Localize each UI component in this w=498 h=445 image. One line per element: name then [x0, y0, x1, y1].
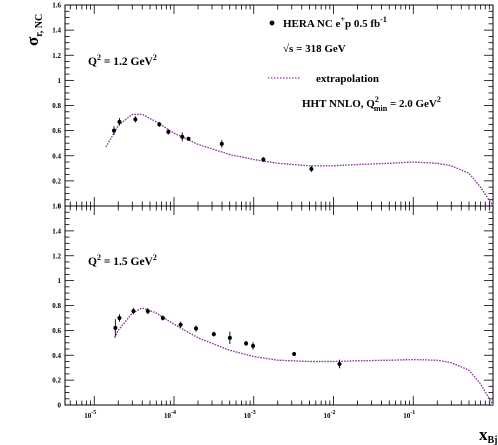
data-point: [117, 119, 122, 124]
bottom-panel-frame: [64, 205, 494, 406]
y-tick-label: 0.2: [52, 177, 61, 185]
data-point: [131, 309, 136, 314]
legend-extrapolation-label: extrapolation: [316, 73, 379, 85]
y-tick-label: 1.2: [52, 252, 61, 260]
data-point: [251, 343, 256, 348]
data-point: [145, 309, 150, 314]
data-point: [186, 136, 191, 141]
x-axis-label: xBj: [479, 425, 498, 445]
curve-hht-nnlo: [105, 113, 494, 207]
bottom-q2-annotation: Q2 = 1.5 GeV2: [88, 253, 157, 268]
y-tick-label: 0.8: [52, 302, 61, 310]
data-point: [166, 129, 171, 134]
top-series: [105, 113, 494, 207]
x-tick-label: 10-4: [164, 410, 176, 420]
bottom-panel: 0 0.2 0.4 0.6 0.8 1 1.2 1.4 1.6 10-5 10-4 10-3 10-2…: [52, 203, 494, 420]
data-point: [180, 134, 185, 139]
y-tick-label: 0.2: [52, 377, 61, 385]
y-tick-label: 0: [58, 402, 62, 410]
y-tick-label: 0.8: [52, 102, 61, 110]
data-point: [112, 128, 117, 133]
x-tick-label: 10-2: [323, 410, 335, 420]
curve-extrapolation: [114, 307, 494, 406]
data-point: [194, 326, 199, 331]
curve-extrapolation: [105, 113, 494, 207]
data-point: [211, 332, 216, 337]
y-tick-label: 1.2: [52, 52, 61, 60]
y-axis-label: σr, NC: [23, 14, 45, 46]
data-point: [227, 335, 232, 340]
curve-hht-nnlo: [114, 307, 494, 406]
data-point: [157, 122, 162, 127]
y-tick-label: 1: [58, 77, 62, 85]
y-tick-label: 1.6: [52, 2, 61, 10]
legend-marker: [269, 20, 275, 26]
data-point: [309, 166, 314, 171]
data-point: [261, 157, 266, 162]
bottom-series: [113, 307, 494, 406]
top-y-ticks: [65, 4, 493, 207]
data-point: [178, 322, 183, 327]
bottom-x-tick-labels: 10-5 10-4 10-3 10-2 10-1: [84, 410, 415, 420]
y-tick-label: 0.6: [52, 327, 61, 335]
y-tick-label: 1.6: [52, 203, 61, 211]
data-point: [244, 341, 249, 346]
data-point: [337, 361, 342, 366]
data-point: [160, 315, 165, 320]
y-tick-label: 1.4: [52, 227, 61, 235]
y-tick-label: 0: [58, 203, 62, 211]
data-point: [292, 352, 297, 357]
y-tick-label: 1.4: [52, 27, 61, 35]
y-tick-label: 1: [58, 277, 62, 285]
legend-data-label: HERA NC e+p 0.5 fb-1: [283, 15, 387, 30]
y-tick-label: 0.6: [52, 127, 61, 135]
top-x-ticks: [69, 5, 494, 206]
y-tick-label: 0.4: [52, 152, 61, 160]
top-y-tick-labels: 0 0.2 0.4 0.6 0.8 1 1.2 1.4 1.6: [52, 2, 61, 211]
top-panel: 0 0.2 0.4 0.6 0.8 1 1.2 1.4 1.6 Q2 = 1.2 GeV2 HE…: [52, 2, 494, 211]
data-point: [117, 315, 122, 320]
bottom-y-ticks: [65, 205, 493, 406]
top-q2-annotation: Q2 = 1.2 GeV2: [88, 53, 157, 68]
data-point: [133, 117, 138, 122]
legend: HERA NC e+p 0.5 fb-1 √s = 318 GeV extrap…: [268, 15, 441, 113]
data-point: [219, 141, 224, 146]
bottom-x-ticks: [69, 206, 494, 405]
x-tick-label: 10-5: [84, 410, 96, 420]
legend-fit-label: HHT NNLO, Q2 min = 2.0 GeV2: [302, 95, 441, 113]
x-tick-label: 10-1: [403, 410, 415, 420]
x-tick-label: 10-3: [244, 410, 256, 420]
data-point: [113, 325, 118, 330]
legend-sqrt-s: √s = 318 GeV: [283, 43, 346, 55]
y-tick-label: 0.4: [52, 352, 61, 360]
bottom-y-tick-labels: 0 0.2 0.4 0.6 0.8 1 1.2 1.4 1.6: [52, 203, 61, 410]
